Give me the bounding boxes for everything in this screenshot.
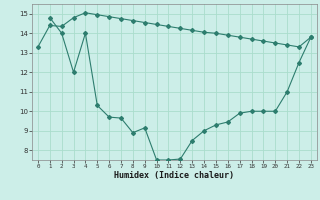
X-axis label: Humidex (Indice chaleur): Humidex (Indice chaleur): [115, 171, 234, 180]
